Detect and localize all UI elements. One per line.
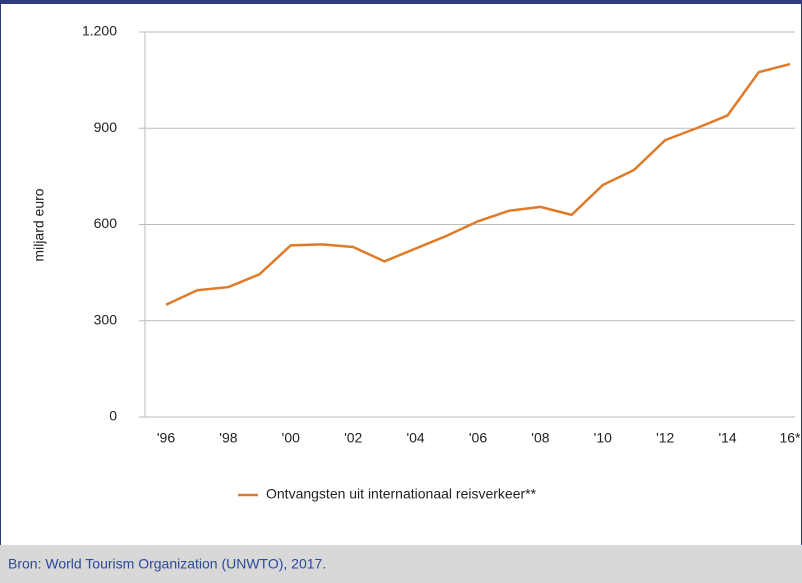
y-tick-label: 600 bbox=[94, 215, 118, 231]
x-tick-label: '98 bbox=[219, 430, 237, 446]
x-tick-label: '02 bbox=[344, 430, 362, 446]
x-tick-label: '96 bbox=[157, 430, 175, 446]
x-tick-label: '10 bbox=[594, 430, 612, 446]
x-tick-label: '12 bbox=[656, 430, 674, 446]
x-tick-label: '14 bbox=[718, 430, 736, 446]
legend-label: Ontvangsten uit internationaal reisverke… bbox=[266, 486, 537, 502]
x-tick-label: '04 bbox=[406, 430, 424, 446]
y-axis-label: miljard euro bbox=[31, 188, 47, 261]
data-line bbox=[165, 62, 791, 306]
y-tick-label: 300 bbox=[94, 311, 118, 327]
source: Bron: World Tourism Organization (UNWTO)… bbox=[8, 556, 326, 572]
x-tick-label: '00 bbox=[282, 430, 300, 446]
top-bar bbox=[0, 0, 802, 4]
footer bbox=[0, 545, 802, 583]
x-tick-label: '06 bbox=[469, 430, 487, 446]
y-tick-label: 1.200 bbox=[82, 23, 117, 39]
y-tick-label: 0 bbox=[109, 408, 117, 424]
x-tick-label: '08 bbox=[531, 430, 549, 446]
y-tick-label: 900 bbox=[94, 119, 118, 135]
x-tick-label: 16* bbox=[779, 430, 801, 446]
